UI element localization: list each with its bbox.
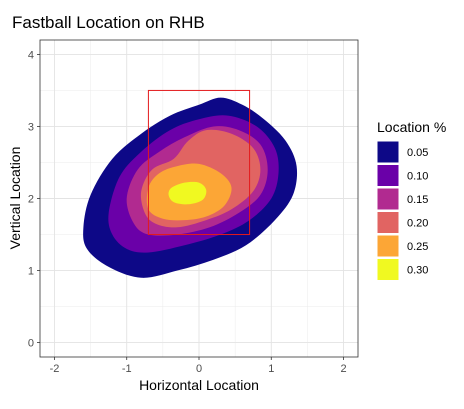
- y-tick-label: 3: [28, 121, 34, 133]
- legend-key-label: 0.15: [407, 194, 428, 206]
- plot-panel: [39, 39, 359, 358]
- density-contours: [83, 97, 298, 278]
- legend-title: Location %: [377, 119, 446, 135]
- x-axis-ticks: -2 -1 0 1 2: [50, 357, 347, 375]
- y-tick-label: 1: [28, 266, 34, 278]
- legend-key-label: 0.05: [407, 147, 428, 159]
- legend-key-swatch: [376, 258, 400, 281]
- strike-zone-layer: [147, 89, 251, 236]
- y-axis-ticks: 0 1 2 3 4: [28, 49, 40, 350]
- y-tick-label: 0: [28, 338, 34, 350]
- legend-key-label: 0.30: [407, 265, 428, 277]
- legend-key-swatch: [376, 164, 400, 187]
- legend-key-label: 0.10: [407, 171, 428, 183]
- legend-key-swatch: [376, 211, 400, 234]
- legend: Location % 0.05 0.10 0.15 0.20 0.25 0.30: [376, 119, 446, 281]
- x-tick-label: 2: [340, 363, 346, 375]
- legend-key-label: 0.20: [407, 218, 428, 230]
- x-tick-label: -1: [122, 363, 132, 375]
- x-tick-label: 0: [196, 363, 202, 375]
- x-tick-label: -2: [50, 363, 60, 375]
- legend-key-label: 0.25: [407, 241, 428, 253]
- y-tick-label: 4: [28, 49, 34, 61]
- legend-keys: 0.05 0.10 0.15 0.20 0.25 0.30: [376, 140, 428, 281]
- x-axis-title: Horizontal Location: [139, 377, 259, 393]
- legend-key-swatch: [376, 140, 400, 164]
- chart-title: Fastball Location on RHB: [12, 13, 205, 32]
- density-band-0-30: [168, 181, 207, 205]
- y-tick-label: 2: [28, 194, 34, 206]
- y-axis-title: Vertical Location: [7, 147, 23, 250]
- legend-key-swatch: [376, 187, 400, 211]
- x-tick-label: 1: [268, 363, 274, 375]
- strike-zone-box: [147, 89, 251, 236]
- legend-key-swatch: [376, 234, 400, 258]
